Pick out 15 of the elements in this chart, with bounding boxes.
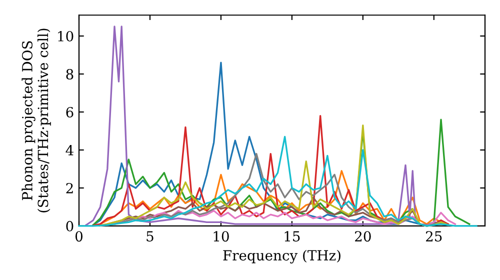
x-axis-title: Frequency (THz) (223, 250, 340, 264)
y-tick-label: 10 (58, 30, 74, 42)
y-tick-label: 2 (66, 182, 73, 194)
y-tick-label: 0 (66, 220, 74, 232)
line-series (78, 136, 478, 227)
x-tick-label: 5 (146, 231, 154, 242)
y-tick-label: 6 (66, 106, 74, 118)
y-tick-label: 4 (66, 144, 74, 156)
x-tick-label: 10 (214, 231, 229, 242)
x-tick-label: 15 (284, 231, 300, 242)
y-axis-title: Phonon projected DOS (States/THz·primitive cell) (22, 28, 51, 212)
y-tick-label: 8 (66, 68, 74, 80)
x-tick-label: 0 (75, 231, 82, 242)
x-tick-label: 25 (426, 231, 442, 242)
x-tick-label: 20 (355, 231, 371, 242)
